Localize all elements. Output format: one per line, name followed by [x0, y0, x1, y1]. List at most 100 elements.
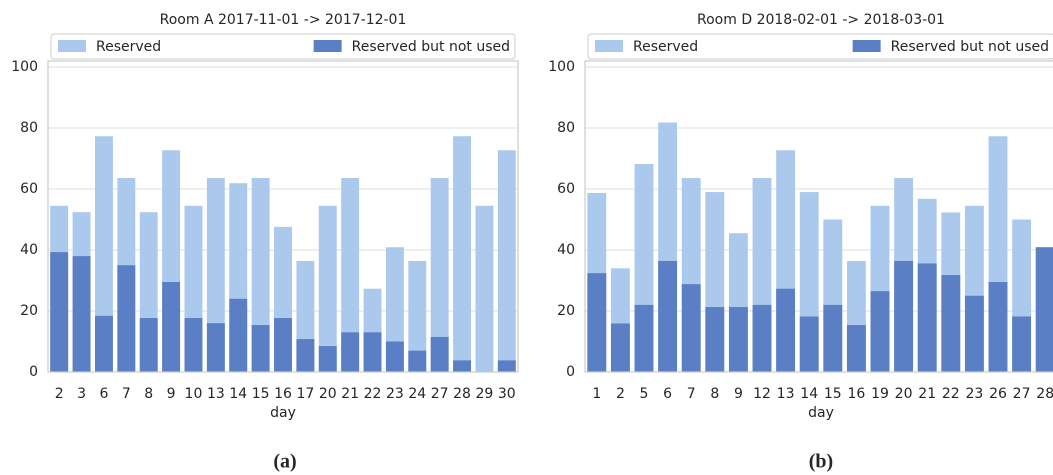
bar: [497, 360, 516, 372]
caption: (a): [273, 451, 296, 473]
bar: [681, 284, 701, 372]
x-tick-label: 16: [274, 386, 292, 402]
x-tick-label: 13: [777, 386, 795, 402]
caption: (b): [809, 451, 833, 473]
x-tick-label: 2: [55, 386, 64, 402]
bar: [658, 260, 678, 372]
x-tick-label: 24: [408, 386, 426, 402]
bar: [634, 304, 654, 372]
x-tick-label: 23: [386, 386, 404, 402]
x-tick-label: 7: [122, 386, 131, 402]
x-tick-label: 3: [77, 386, 86, 402]
bar: [610, 323, 630, 372]
bar: [318, 346, 337, 372]
bar: [430, 178, 449, 372]
bar: [117, 265, 136, 372]
bar: [752, 304, 772, 372]
bar: [229, 298, 248, 372]
legend-swatch: [852, 40, 881, 52]
bar: [453, 360, 471, 372]
x-tick-label: 23: [965, 386, 983, 402]
y-tick-label: 40: [557, 242, 575, 258]
y-tick-label: 0: [566, 364, 575, 380]
bar: [251, 325, 270, 372]
bar: [776, 288, 796, 372]
x-axis-label: day: [808, 405, 834, 421]
bar: [964, 295, 984, 372]
bar: [799, 316, 819, 372]
x-tick-label: 14: [229, 386, 247, 402]
x-tick-label: 30: [498, 386, 516, 402]
legend-box: [587, 33, 1053, 60]
bar: [705, 307, 725, 372]
bar: [475, 205, 494, 372]
bar: [341, 332, 360, 372]
bar: [162, 282, 181, 372]
bar: [587, 273, 607, 372]
bar: [363, 332, 382, 372]
x-tick-label: 1: [592, 386, 601, 402]
bar: [1012, 316, 1032, 372]
bar: [206, 323, 225, 372]
bar: [497, 150, 516, 372]
x-tick-label: 20: [895, 386, 913, 402]
y-tick-label: 20: [20, 303, 38, 319]
bar: [917, 263, 937, 372]
legend-label: Reserved: [96, 39, 161, 55]
x-tick-label: 6: [99, 386, 108, 402]
x-tick-label: 8: [710, 386, 719, 402]
bar: [95, 136, 113, 372]
bar: [274, 318, 292, 372]
x-tick-label: 7: [687, 386, 696, 402]
bar: [50, 252, 69, 372]
bar: [870, 291, 890, 372]
y-tick-label: 40: [20, 242, 38, 258]
legend-swatch: [595, 40, 623, 52]
bar: [139, 318, 158, 372]
y-tick-label: 80: [20, 120, 38, 136]
x-tick-label: 28: [453, 386, 471, 402]
legend-swatch: [313, 40, 342, 52]
bar: [846, 325, 866, 372]
plot-frame: [584, 60, 1053, 373]
legend-label: Reserved but not used: [891, 39, 1049, 55]
x-tick-label: 14: [800, 386, 818, 402]
y-tick-label: 60: [20, 181, 38, 197]
bar: [408, 350, 427, 372]
x-tick-label: 15: [824, 386, 842, 402]
x-tick-label: 27: [1013, 386, 1031, 402]
x-tick-label: 2: [616, 386, 625, 402]
bar: [318, 205, 337, 372]
legend-label: Reserved: [633, 39, 698, 55]
x-tick-label: 22: [942, 386, 960, 402]
bar: [95, 315, 113, 372]
plot-frame: [47, 60, 519, 373]
x-tick-label: 28: [1036, 386, 1053, 402]
x-tick-label: 9: [167, 386, 176, 402]
y-tick-label: 0: [29, 364, 38, 380]
bar: [385, 247, 404, 372]
bar: [72, 256, 91, 372]
x-tick-label: 16: [847, 386, 865, 402]
x-tick-label: 22: [364, 386, 382, 402]
y-tick-label: 60: [557, 181, 575, 197]
bar: [430, 336, 449, 372]
x-tick-label: 8: [144, 386, 153, 402]
bar: [184, 318, 203, 372]
x-tick-label: 15: [252, 386, 270, 402]
x-tick-label: 10: [185, 386, 203, 402]
x-axis-label: day: [270, 405, 296, 421]
bar: [341, 178, 360, 372]
y-tick-label: 100: [548, 59, 575, 75]
legend-swatch: [58, 40, 86, 52]
chart-title: Room A 2017-11-01 -> 2017-12-01: [160, 12, 407, 28]
y-tick-label: 20: [557, 303, 575, 319]
bar: [453, 136, 471, 372]
bar: [251, 178, 270, 372]
chart-title: Room D 2018-02-01 -> 2018-03-01: [697, 12, 945, 28]
x-tick-label: 5: [640, 386, 649, 402]
legend-box: [50, 33, 516, 60]
x-tick-label: 20: [319, 386, 337, 402]
x-tick-label: 19: [871, 386, 889, 402]
